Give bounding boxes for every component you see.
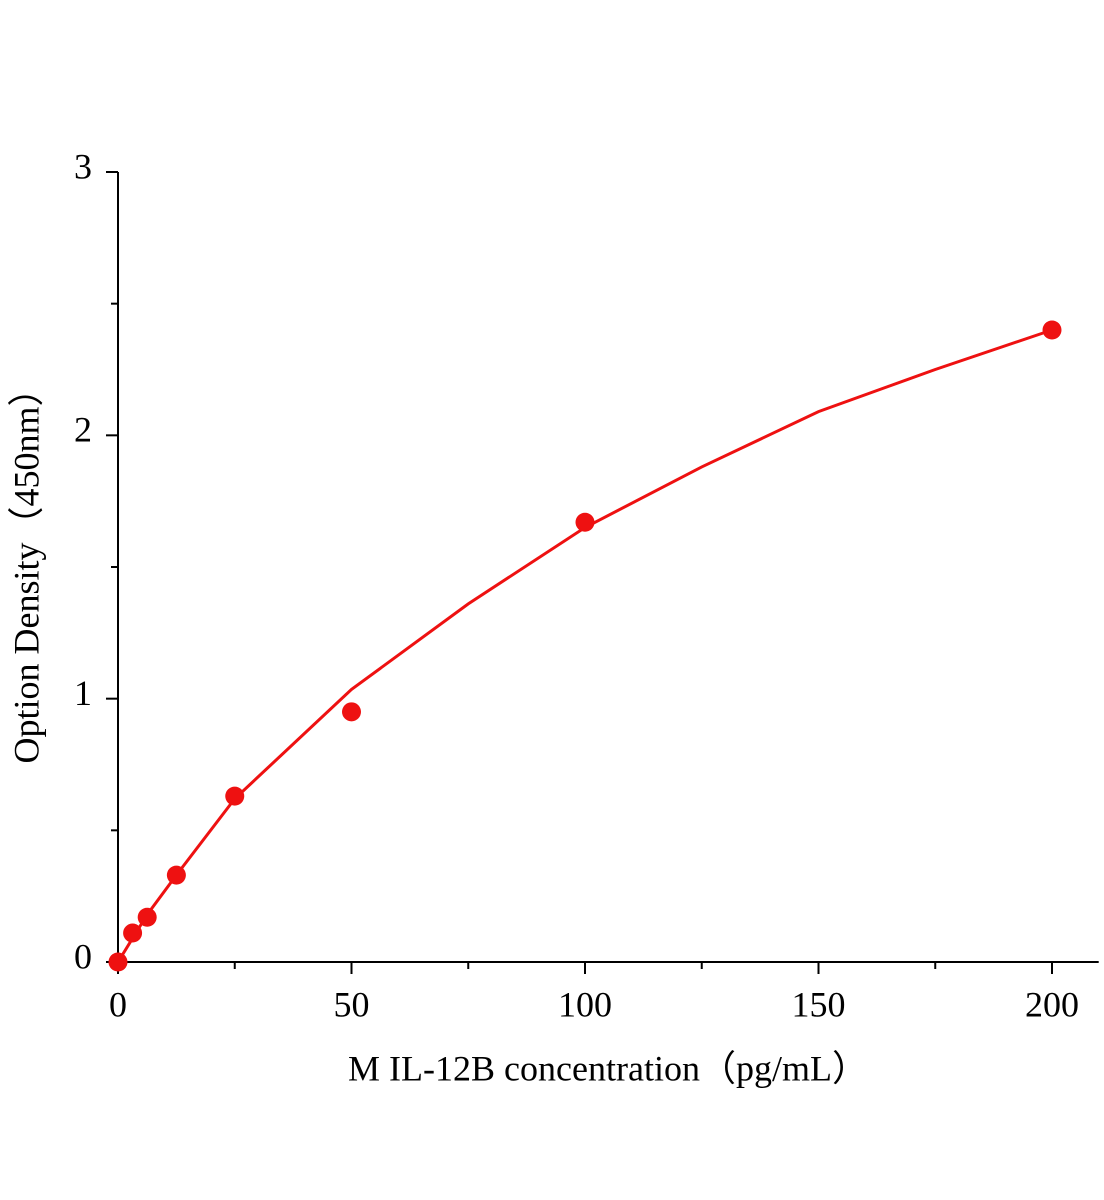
x-tick-label: 50 — [334, 984, 370, 1024]
y-tick-label: 0 — [74, 936, 92, 976]
x-tick-label: 0 — [109, 984, 127, 1024]
x-tick-label: 100 — [558, 984, 612, 1024]
y-axis-label: Option Density（450nm） — [6, 371, 46, 764]
data-point — [166, 865, 186, 885]
y-tick-label: 3 — [74, 146, 92, 186]
data-point — [1042, 320, 1062, 340]
data-point — [342, 702, 361, 722]
fit-curve — [116, 328, 1053, 963]
y-tick-label: 2 — [74, 410, 92, 450]
data-point — [108, 952, 128, 972]
data-point — [137, 907, 157, 927]
x-tick-label: 150 — [792, 984, 846, 1024]
data-point — [575, 512, 595, 532]
x-axis-label: M IL-12B concentration（pg/mL） — [348, 1048, 868, 1088]
y-tick-label: 1 — [74, 673, 92, 713]
data-point — [123, 923, 143, 943]
data-point — [225, 786, 245, 806]
x-tick-label: 200 — [1025, 984, 1079, 1024]
